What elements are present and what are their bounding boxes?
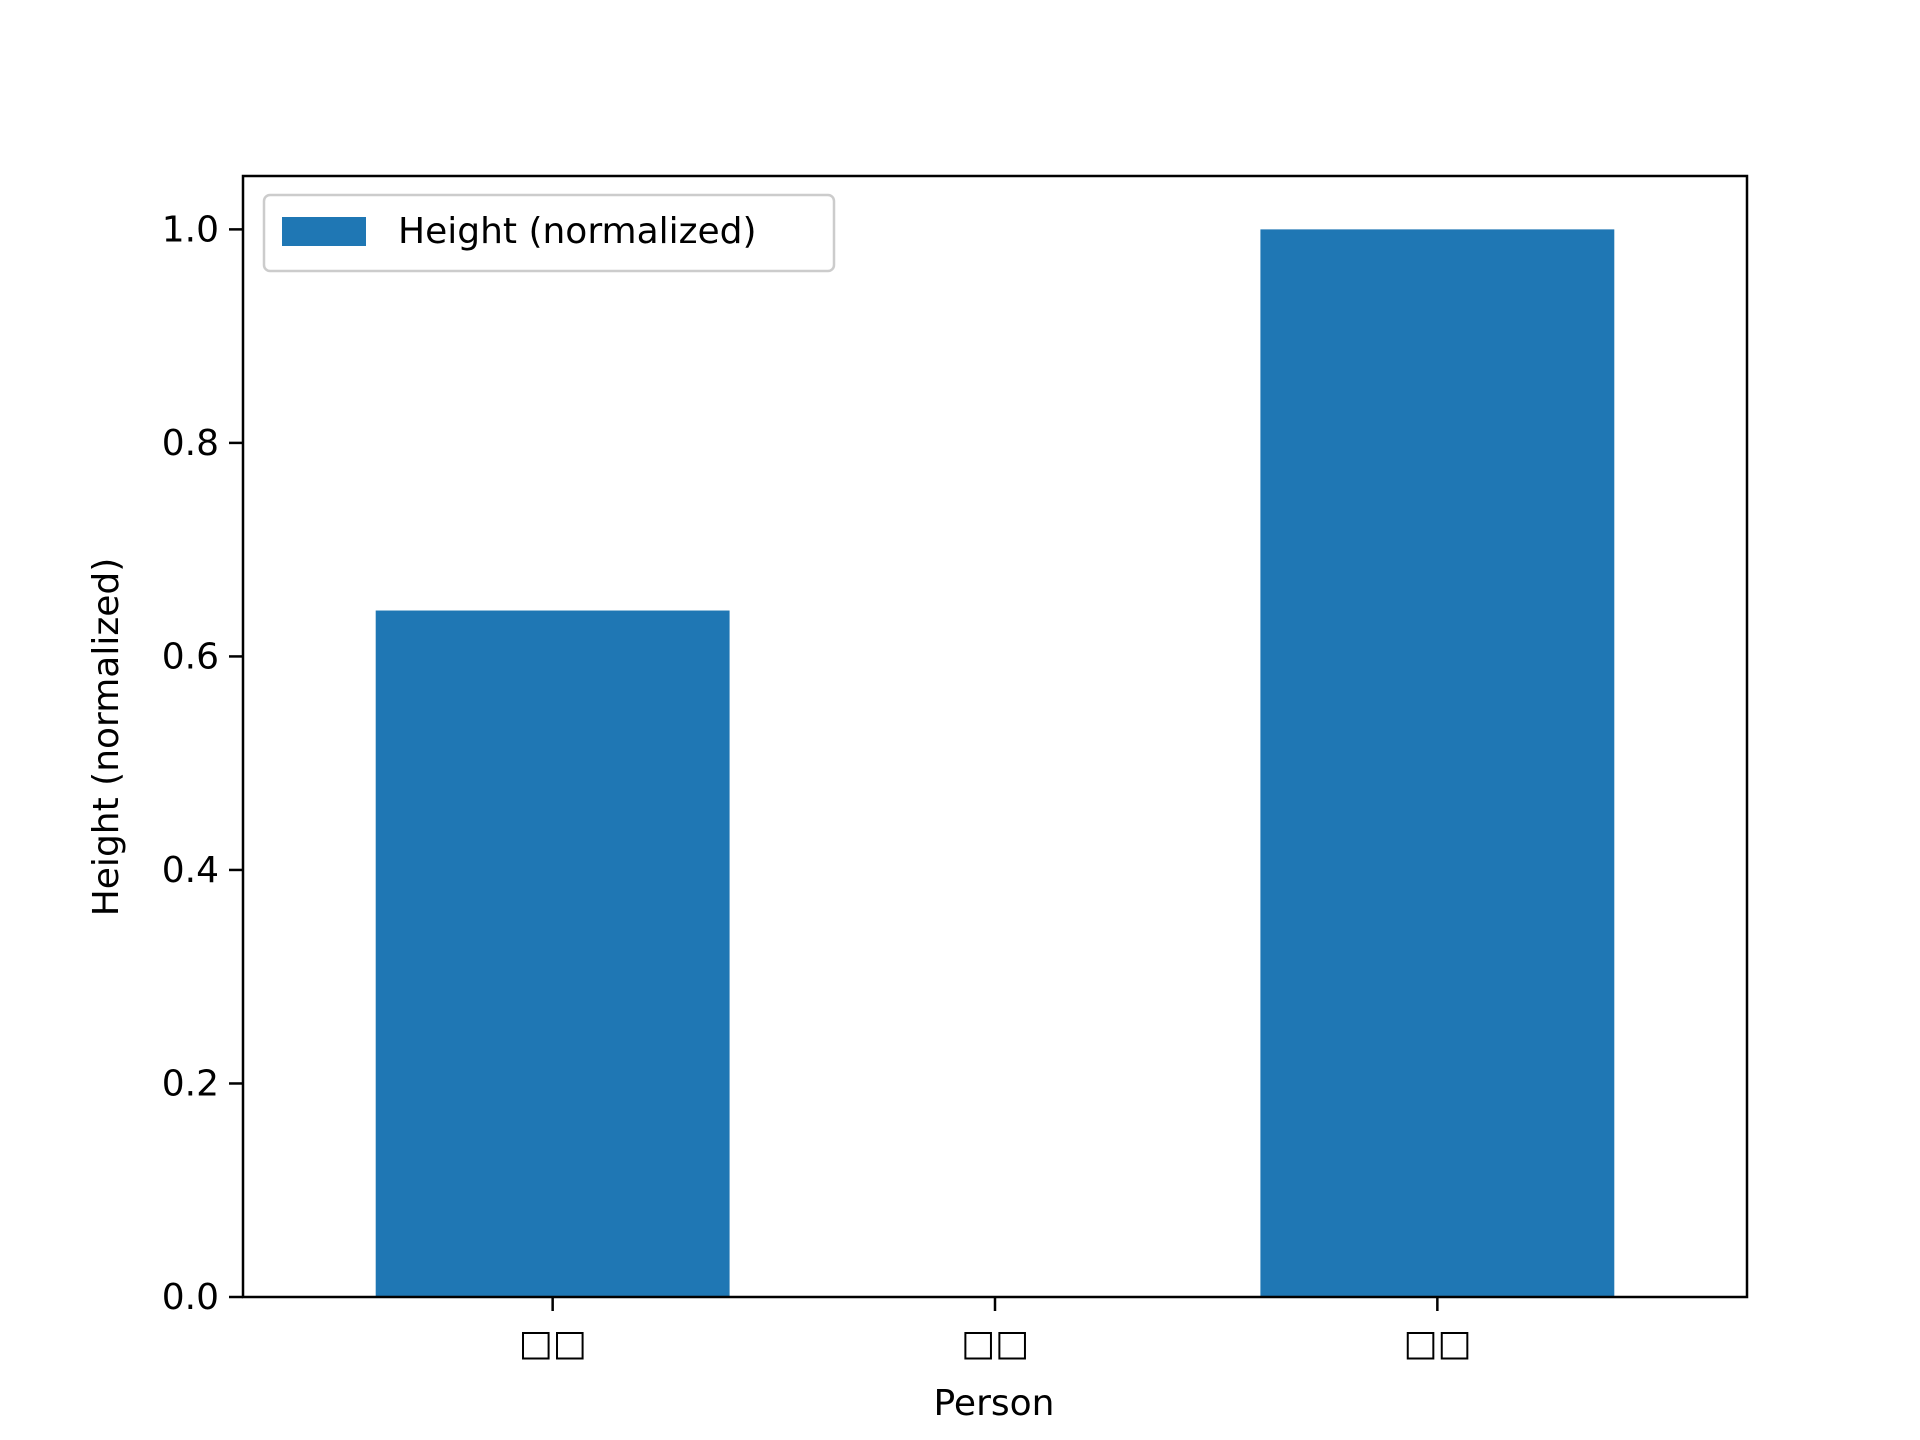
bar-0 bbox=[375, 610, 730, 1297]
x-axis-ticks: □□ □□ □□ bbox=[519, 1297, 1471, 1364]
legend-box bbox=[262, 193, 836, 273]
x-axis-label: Person bbox=[934, 1383, 1055, 1424]
y-tick-label: 1.0 bbox=[162, 209, 219, 250]
plot-frame bbox=[241, 174, 1749, 1299]
y-tick-label: 0.0 bbox=[162, 1277, 219, 1318]
legend: Height (normalized) bbox=[262, 193, 836, 273]
x-tick-label: □□ bbox=[519, 1323, 587, 1364]
legend-label: Height (normalized) bbox=[398, 211, 757, 252]
y-tick-label: 0.8 bbox=[162, 423, 219, 464]
y-tick-label: 0.4 bbox=[162, 850, 219, 891]
y-tick-label: 0.2 bbox=[162, 1063, 219, 1104]
x-tick-label: □□ bbox=[1403, 1323, 1471, 1364]
legend-swatch bbox=[282, 217, 366, 246]
y-axis-ticks: 0.0 0.2 0.4 0.6 0.8 1.0 bbox=[162, 209, 243, 1318]
bar-2 bbox=[1260, 229, 1615, 1297]
bars bbox=[375, 229, 1615, 1297]
y-tick-label: 0.6 bbox=[162, 636, 219, 677]
y-axis-label: Height (normalized) bbox=[86, 558, 127, 917]
x-tick-label: □□ bbox=[961, 1323, 1029, 1364]
